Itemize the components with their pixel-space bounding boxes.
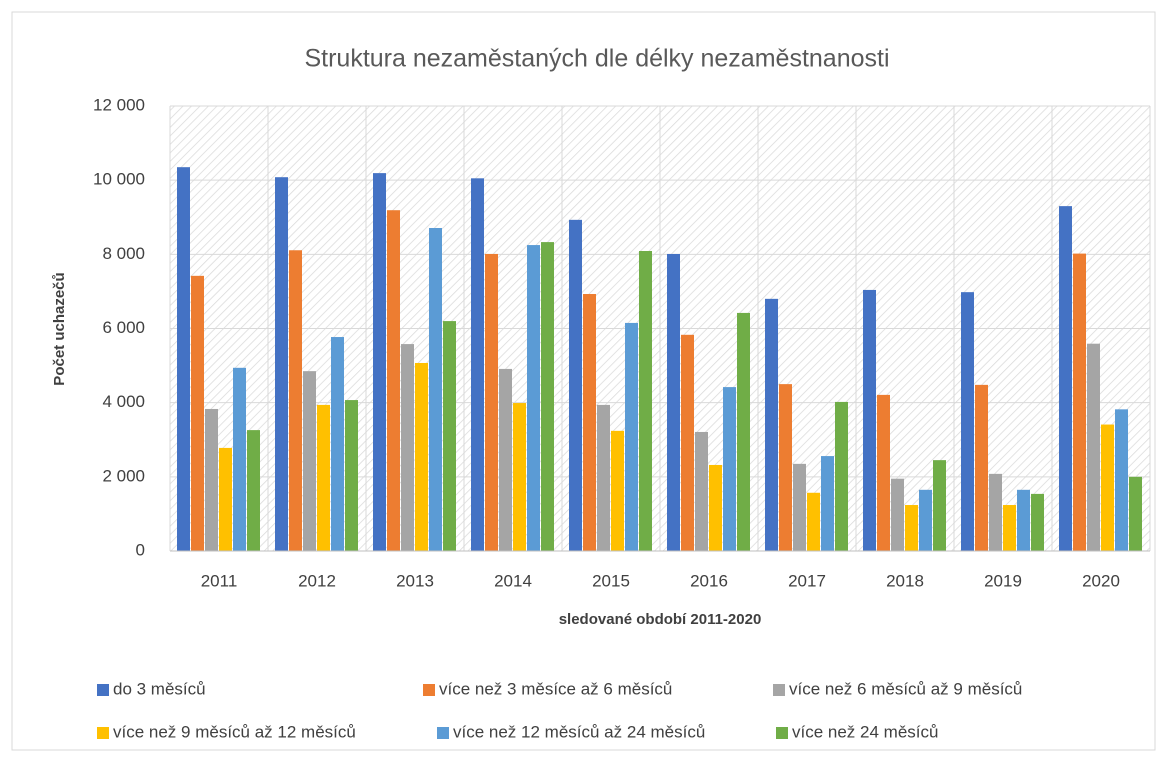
- x-tick-label: 2016: [690, 571, 728, 590]
- bar: [471, 178, 484, 551]
- legend-swatch: [97, 684, 109, 696]
- bar: [863, 289, 876, 551]
- bar: [625, 322, 638, 551]
- legend-swatch: [423, 684, 435, 696]
- bar: [317, 404, 330, 551]
- bar: [611, 430, 624, 551]
- legend-label: více než 3 měsíce až 6 měsíců: [439, 679, 672, 698]
- bar: [667, 253, 680, 551]
- bar: [597, 404, 610, 551]
- bar: [1101, 424, 1114, 551]
- x-tick-label: 2020: [1082, 571, 1120, 590]
- bar: [177, 167, 190, 551]
- x-tick-label: 2015: [592, 571, 630, 590]
- bar: [793, 463, 806, 551]
- bar: [1059, 206, 1072, 551]
- bar: [919, 489, 932, 551]
- bar: [247, 430, 260, 551]
- bar: [443, 321, 456, 551]
- bar: [989, 473, 1002, 551]
- bar: [639, 250, 652, 551]
- bar: [961, 292, 974, 551]
- legend-label: více než 6 měsíců až 9 měsíců: [789, 679, 1022, 698]
- x-tick-label: 2019: [984, 571, 1022, 590]
- y-tick-label: 8 000: [102, 244, 145, 263]
- bar: [723, 387, 736, 551]
- y-tick-label: 10 000: [93, 170, 145, 189]
- bar: [975, 384, 988, 551]
- y-tick-label: 12 000: [93, 95, 145, 114]
- x-tick-label: 2018: [886, 571, 924, 590]
- bar: [345, 400, 358, 551]
- bar: [877, 394, 890, 551]
- bar: [1073, 253, 1086, 551]
- legend-swatch: [773, 684, 785, 696]
- y-axis-title: Počet uchazečů: [51, 272, 68, 385]
- x-tick-label: 2011: [201, 571, 238, 590]
- bar: [429, 228, 442, 552]
- bar: [1003, 505, 1016, 551]
- bar: [1087, 343, 1100, 551]
- bar: [695, 431, 708, 551]
- legend-swatch: [97, 727, 109, 739]
- bar: [275, 177, 288, 551]
- bar: [387, 210, 400, 551]
- bar: [821, 456, 834, 551]
- bar: [1017, 489, 1030, 551]
- bar: [527, 245, 540, 551]
- bar: [807, 492, 820, 551]
- y-tick-label: 6 000: [102, 318, 145, 337]
- bar: [1031, 493, 1044, 551]
- bar: [485, 253, 498, 551]
- x-tick-label: 2013: [396, 571, 434, 590]
- bar: [205, 408, 218, 551]
- legend-label: do 3 měsíců: [113, 679, 206, 698]
- bar: [765, 298, 778, 551]
- bar: [331, 337, 344, 551]
- y-tick-label: 4 000: [102, 392, 145, 411]
- bar: [583, 294, 596, 551]
- bar: [933, 460, 946, 551]
- x-tick-label: 2017: [788, 571, 826, 590]
- bar: [219, 447, 232, 551]
- bar: [233, 367, 246, 551]
- bar: [779, 384, 792, 551]
- legend-label: více než 9 měsíců až 12 měsíců: [113, 722, 356, 741]
- bar: [303, 371, 316, 551]
- bar: [737, 312, 750, 551]
- bar: [1115, 409, 1128, 551]
- bar: [569, 219, 582, 552]
- x-tick-label: 2012: [298, 571, 336, 590]
- bar: [709, 464, 722, 551]
- y-tick-label: 2 000: [102, 466, 145, 485]
- x-tick-label: 2014: [494, 571, 532, 590]
- bar: [835, 401, 848, 551]
- bar: [373, 173, 386, 551]
- y-tick-label: 0: [136, 540, 145, 559]
- bar: [499, 368, 512, 551]
- legend-swatch: [776, 727, 788, 739]
- bar: [905, 505, 918, 551]
- bar: [891, 478, 904, 551]
- x-axis-title: sledované období 2011-2020: [559, 611, 762, 628]
- bar: [289, 250, 302, 552]
- bar: [191, 275, 204, 551]
- bar: [541, 242, 554, 552]
- bar: [415, 362, 428, 551]
- bar: [1129, 476, 1142, 551]
- legend-label: více než 12 měsíců až 24 měsíců: [453, 722, 705, 741]
- legend-swatch: [437, 727, 449, 739]
- bar: [513, 403, 526, 551]
- bar: [401, 344, 414, 551]
- bar: [681, 334, 694, 551]
- legend-label: více než 24 měsíců: [792, 722, 938, 741]
- chart-title: Struktura nezaměstaných dle délky nezamě…: [304, 45, 889, 73]
